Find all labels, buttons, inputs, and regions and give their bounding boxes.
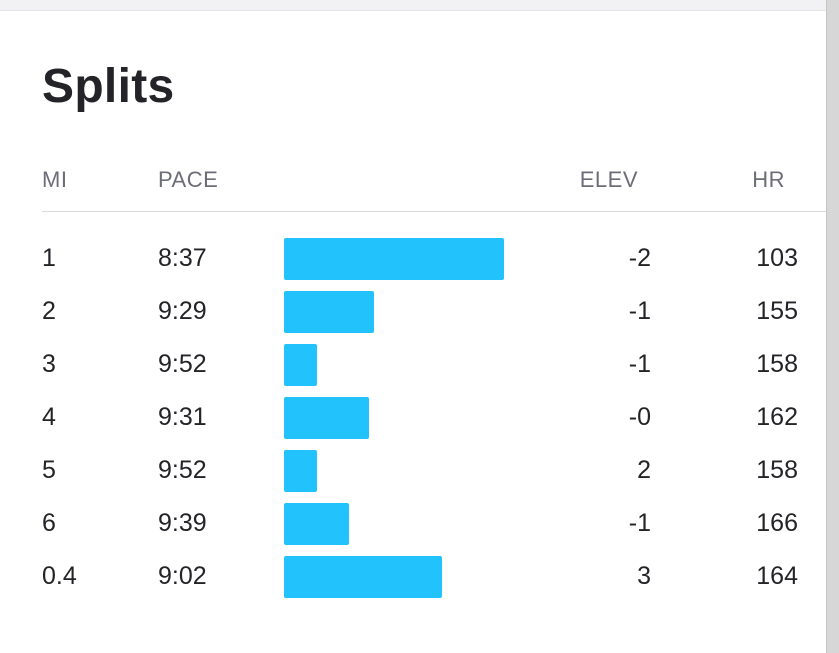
split-heart-rate: 164 [756, 562, 798, 590]
split-row: 0.4 9:02 3 164 [0, 550, 826, 603]
pace-bar [284, 503, 349, 545]
split-elevation: 2 [637, 456, 651, 484]
split-pace: 9:29 [158, 297, 207, 325]
split-pace: 9:39 [158, 509, 207, 537]
top-strip [0, 0, 826, 11]
split-row: 5 9:52 2 158 [0, 444, 826, 497]
pace-bar [284, 397, 369, 439]
split-pace: 9:31 [158, 403, 207, 431]
split-mile: 2 [42, 297, 56, 325]
pace-bar [284, 238, 504, 280]
split-elevation: -0 [628, 403, 651, 431]
page-title: Splits [42, 60, 175, 113]
split-mile: 4 [42, 403, 56, 431]
split-mile: 0.4 [42, 562, 77, 590]
column-header-hr: HR [752, 167, 785, 192]
split-pace: 8:37 [158, 244, 207, 272]
pace-bar [284, 291, 374, 333]
split-mile: 5 [42, 456, 56, 484]
split-mile: 1 [42, 244, 56, 272]
split-row: 2 9:29 -1 155 [0, 285, 826, 338]
split-row: 4 9:31 -0 162 [0, 391, 826, 444]
split-elevation: 3 [637, 562, 651, 590]
split-heart-rate: 162 [756, 403, 798, 431]
split-row: 3 9:52 -1 158 [0, 338, 826, 391]
pace-bar [284, 450, 317, 492]
split-elevation: -1 [628, 509, 651, 537]
pace-bar [284, 344, 317, 386]
split-heart-rate: 158 [756, 350, 798, 378]
split-row: 1 8:37 -2 103 [0, 232, 826, 285]
split-pace: 9:52 [158, 456, 207, 484]
split-heart-rate: 158 [756, 456, 798, 484]
split-elevation: -2 [628, 244, 651, 272]
split-mile: 3 [42, 350, 56, 378]
split-pace: 9:52 [158, 350, 207, 378]
split-heart-rate: 103 [756, 244, 798, 272]
column-header-pace: PACE [158, 167, 219, 192]
split-row: 6 9:39 -1 166 [0, 497, 826, 550]
split-heart-rate: 166 [756, 509, 798, 537]
split-mile: 6 [42, 509, 56, 537]
pace-bar [284, 556, 442, 598]
column-header-mi: MI [42, 167, 68, 192]
split-elevation: -1 [628, 297, 651, 325]
split-heart-rate: 155 [756, 297, 798, 325]
column-header-elev: ELEV [579, 167, 638, 192]
split-elevation: -1 [628, 350, 651, 378]
splits-card: Splits MI PACE ELEV HR 1 8:37 -2 103 2 9… [0, 11, 839, 653]
split-pace: 9:02 [158, 562, 207, 590]
scrollbar[interactable] [826, 0, 839, 653]
header-divider [42, 211, 839, 212]
